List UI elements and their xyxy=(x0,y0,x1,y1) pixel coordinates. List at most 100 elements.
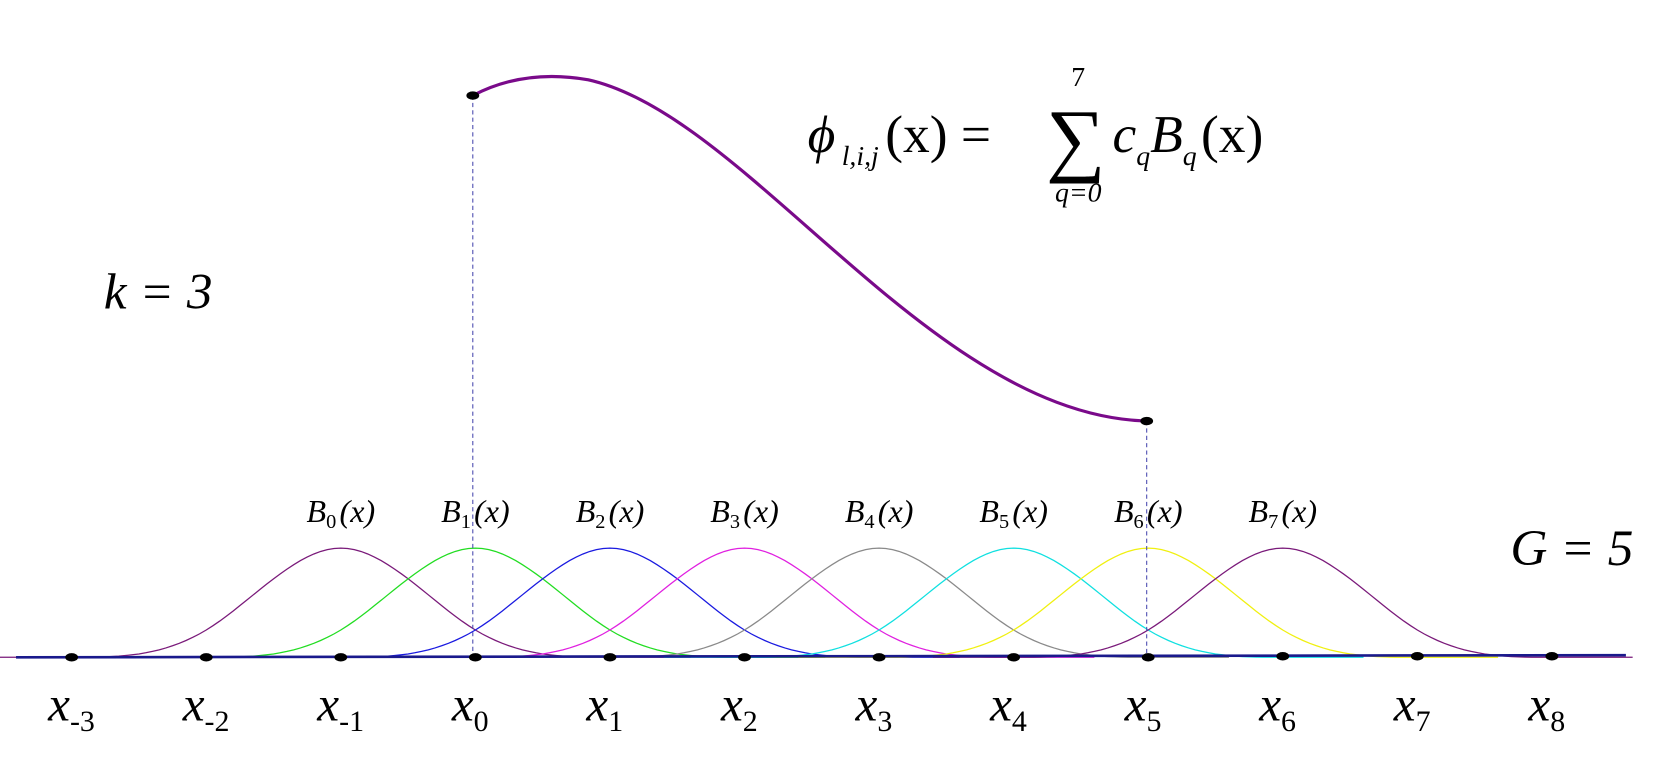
basis-label: B2 (x) xyxy=(576,494,645,533)
basis-label: B6 (x) xyxy=(1114,494,1183,533)
knot-dot xyxy=(468,653,482,662)
knot-label: x7 xyxy=(1393,678,1431,738)
knot-symbol: x xyxy=(182,678,205,731)
basis-label: B1 (x) xyxy=(441,494,510,533)
basis-symbol: B xyxy=(1114,494,1134,529)
basis-symbol: B xyxy=(307,494,327,529)
basis-arg: (x) xyxy=(878,494,914,529)
basis-sub: 5 xyxy=(999,511,1009,533)
basis-curve xyxy=(663,547,1364,658)
basis-label: B7 (x) xyxy=(1249,494,1318,533)
formula: ϕ l,i,j (x) = xyxy=(808,107,991,171)
knot-dot xyxy=(65,653,79,662)
basis-arg: (x) xyxy=(474,494,510,529)
knot-dot xyxy=(872,653,886,662)
basis-label: B5 (x) xyxy=(979,494,1048,533)
knot-symbol: x xyxy=(855,678,878,731)
formula-phi: ϕ xyxy=(808,107,836,164)
knot-sub: 7 xyxy=(1416,706,1431,738)
knot-dot xyxy=(199,653,213,662)
basis-symbol: B xyxy=(710,494,730,529)
basis-curve xyxy=(529,547,1229,658)
knot-sub: 0 xyxy=(474,706,489,738)
knot-sub: -2 xyxy=(205,706,230,738)
knot-dot xyxy=(1276,652,1290,661)
sum-upper: 7 xyxy=(1071,61,1085,92)
basis-sub: 7 xyxy=(1268,511,1278,533)
knot-sub: 4 xyxy=(1012,706,1027,738)
knot-label: x4 xyxy=(989,678,1027,738)
basis-arg: (x) xyxy=(1012,494,1048,529)
knot-sub: -3 xyxy=(70,706,95,738)
basis-label: B4 (x) xyxy=(845,494,914,533)
basis-arg: (x) xyxy=(609,494,645,529)
knot-label: x5 xyxy=(1124,678,1162,738)
knot-sub: 3 xyxy=(877,706,892,738)
labels: B0 (x) B1 (x) B2 (x) B3 (x) B4 (x) B5 (x) B6 (x) B7 (x)… xyxy=(47,494,1565,738)
basis-sub: 6 xyxy=(1134,511,1144,533)
formula-text: (x) xyxy=(1201,107,1263,164)
basis-curve xyxy=(125,547,826,658)
knot-dot xyxy=(1007,653,1021,662)
basis-symbol: B xyxy=(576,494,596,529)
knot-label: x3 xyxy=(855,678,893,738)
formula-text: (x) = xyxy=(885,107,991,164)
knot-sub: -1 xyxy=(339,706,364,738)
formula-sub: q xyxy=(1136,140,1150,171)
knot-sub: 1 xyxy=(608,706,623,738)
endpoint xyxy=(466,91,480,100)
basis-arg: (x) xyxy=(340,494,376,529)
basis-curve xyxy=(260,547,960,658)
basis-sub: 3 xyxy=(730,511,740,533)
formula-sub: l,i,j xyxy=(842,140,879,171)
axis-line xyxy=(16,653,1626,659)
basis-arg: (x) xyxy=(743,494,779,529)
knot-sub: 6 xyxy=(1281,706,1296,738)
knot-dot xyxy=(1410,652,1424,661)
basis-sub: 1 xyxy=(461,511,471,533)
knot-symbol: x xyxy=(720,678,743,731)
knot-dot xyxy=(1545,652,1559,661)
knot-symbol: x xyxy=(47,678,70,731)
g-label: G = 5 xyxy=(1510,521,1633,576)
knot-sub: 2 xyxy=(743,706,758,738)
knot-symbol: x xyxy=(585,678,608,731)
knot-label: x6 xyxy=(1258,678,1296,738)
knot-label: x-2 xyxy=(182,678,230,738)
basis-curve xyxy=(394,547,1095,658)
knot-label: x8 xyxy=(1527,678,1565,738)
formula-b: B xyxy=(1150,107,1183,164)
formula-rhs: cqBq(x) xyxy=(1112,107,1263,171)
knot-symbol: x xyxy=(1124,678,1147,731)
basis-curves xyxy=(0,547,1633,658)
knot-symbol: x xyxy=(1393,678,1416,731)
basis-arg: (x) xyxy=(1281,494,1317,529)
endpoint xyxy=(1140,416,1154,426)
basis-label: B0 (x) xyxy=(307,494,376,533)
knot-label: x0 xyxy=(451,678,489,738)
basis-sub: 4 xyxy=(864,511,874,533)
knot-dot xyxy=(334,653,348,662)
sum-lower: q=0 xyxy=(1055,177,1102,208)
k-label: k = 3 xyxy=(104,265,213,320)
knot-label: x-1 xyxy=(316,678,364,738)
knot-sub: 8 xyxy=(1550,706,1565,738)
knot-symbol: x xyxy=(989,678,1012,731)
knot-label: x2 xyxy=(720,678,758,738)
knot-dot xyxy=(603,653,617,662)
basis-symbol: B xyxy=(1249,494,1269,529)
basis-sub: 0 xyxy=(326,511,336,533)
formula-sub: q xyxy=(1183,140,1197,171)
basis-symbol: B xyxy=(979,494,999,529)
knot-dot xyxy=(1141,653,1155,662)
basis-sub: 2 xyxy=(595,511,605,533)
knot-label: x-3 xyxy=(47,678,95,738)
knot-label: x1 xyxy=(585,678,623,738)
knot-symbol: x xyxy=(1258,678,1281,731)
basis-label: B3 (x) xyxy=(710,494,779,533)
knot-symbol: x xyxy=(1527,678,1550,731)
sum-symbol: ∑ xyxy=(1046,93,1105,184)
knot-symbol: x xyxy=(451,678,474,731)
